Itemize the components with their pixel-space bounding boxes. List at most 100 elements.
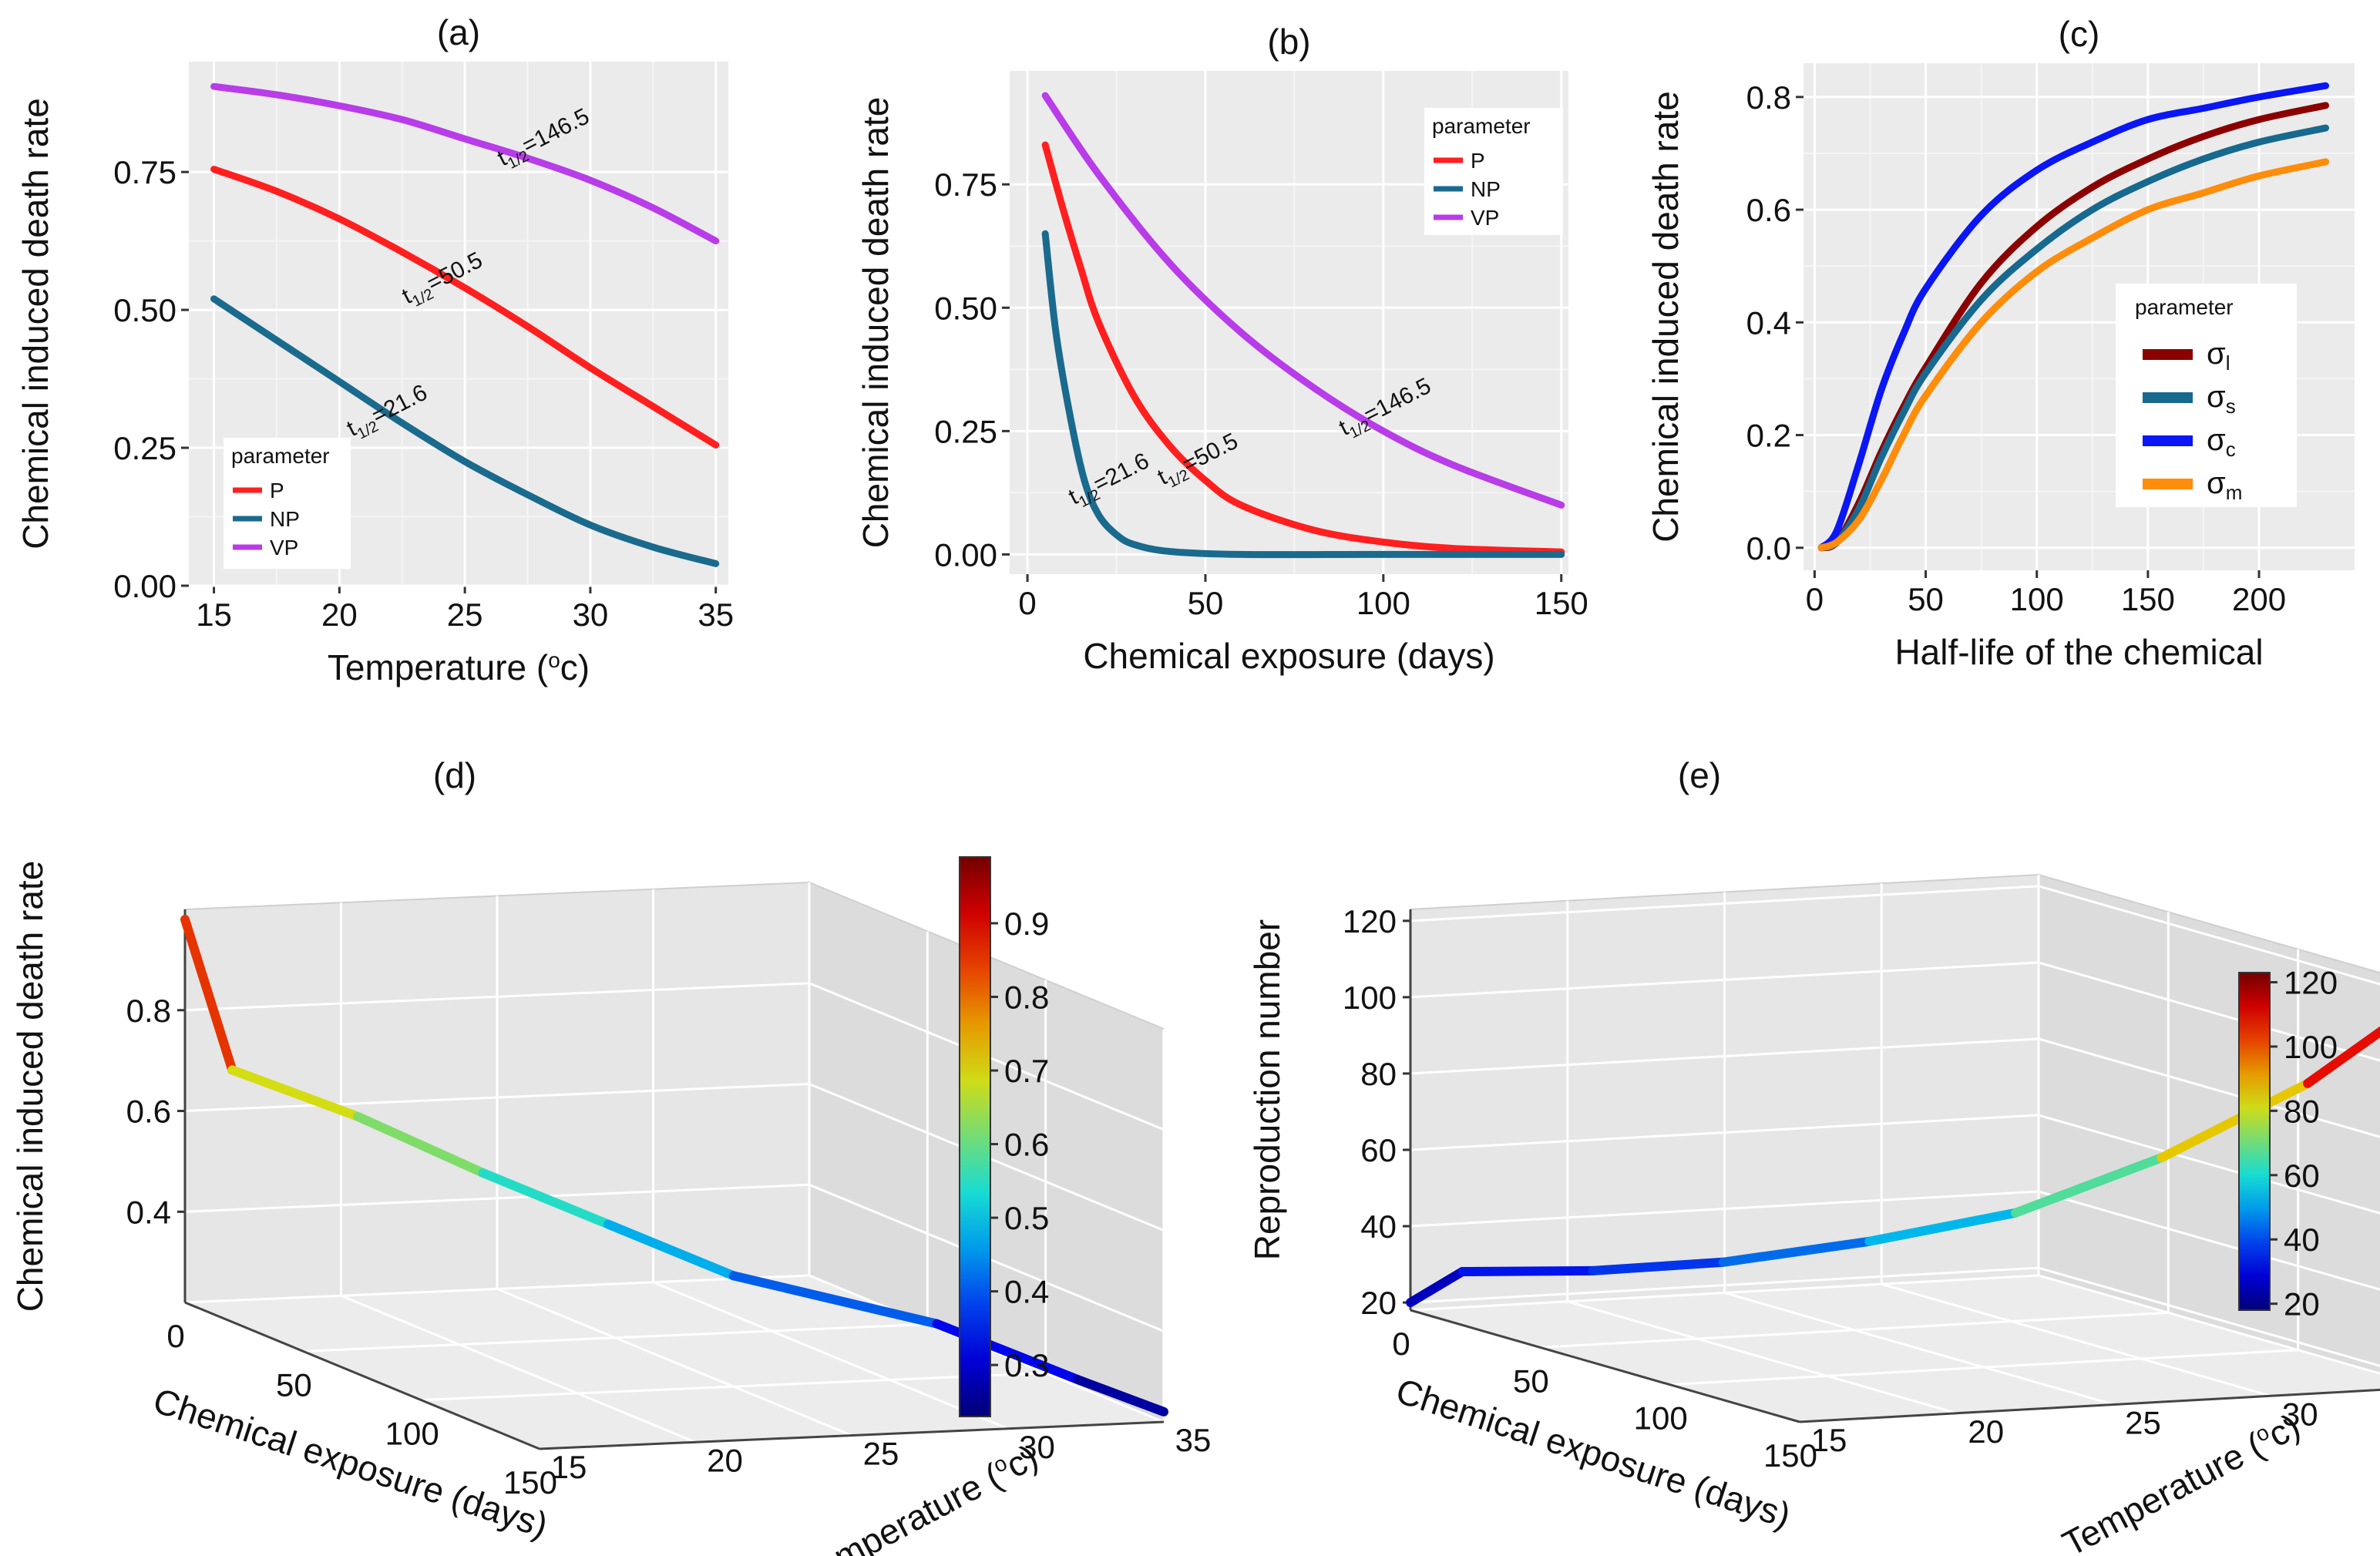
x-tick-label: 0 bbox=[166, 1318, 184, 1354]
y-tick-label: 0.00 bbox=[934, 536, 997, 573]
panel-a: 15 20 25 30 350.000.250.500.75 t1/2=146.5t1/2… bbox=[15, 12, 734, 687]
series-line-sigma_s bbox=[1817, 124, 2330, 552]
data-segment bbox=[1073, 1375, 1168, 1417]
x-tick-label: 100 bbox=[1356, 585, 1410, 621]
x-tick-label: 0 bbox=[1018, 585, 1036, 621]
gridline bbox=[1410, 961, 2039, 999]
z-axis-label: Reproduction number bbox=[1247, 919, 1287, 1260]
x-tick-label: 50 bbox=[1908, 581, 1944, 617]
legend: parameter P NP VP bbox=[1424, 108, 1563, 235]
data-segment bbox=[603, 1219, 738, 1281]
y-axis-label: Chemical induced death rate bbox=[15, 98, 55, 549]
legend-label-sigma_l: σl bbox=[2207, 337, 2230, 375]
colorbar-tick-label: 20 bbox=[2284, 1286, 2320, 1322]
x-axis-label: Temperature (oc) bbox=[328, 647, 590, 687]
gridline bbox=[2038, 1266, 2380, 1367]
data-segment bbox=[1406, 1267, 1467, 1308]
gridline bbox=[1567, 1300, 1958, 1415]
gridline bbox=[1410, 885, 2039, 923]
colorbar-tick-label: 40 bbox=[2284, 1222, 2320, 1258]
panel-title: (c) bbox=[2059, 14, 2100, 54]
colorbar bbox=[2238, 972, 2271, 1311]
legend-label-VP: VP bbox=[1471, 206, 1499, 230]
y-tick-label: 0.50 bbox=[934, 290, 997, 326]
legend-title: parameter bbox=[231, 444, 330, 468]
series-line-VP bbox=[1041, 92, 1565, 509]
z-tick-label: 120 bbox=[1343, 903, 1397, 939]
axis-edge bbox=[539, 1420, 1165, 1450]
gridline bbox=[1881, 1282, 2271, 1397]
legend: parameter σl σs σc σm bbox=[2116, 284, 2297, 507]
y-tick-label: 15 bbox=[551, 1449, 587, 1485]
data-segment bbox=[2303, 1026, 2380, 1088]
gridline bbox=[184, 1083, 810, 1113]
y-tick-label: 0.4 bbox=[1746, 304, 1791, 341]
x-tick-label: 150 bbox=[1763, 1437, 1817, 1474]
z-tick-label: 40 bbox=[1360, 1208, 1397, 1245]
x-tick-label: 150 bbox=[503, 1464, 557, 1501]
x-tick-label: 100 bbox=[2010, 581, 2064, 617]
x-tick-label: 200 bbox=[2232, 581, 2286, 617]
gridline bbox=[2038, 961, 2380, 1062]
panel-c: 0 50 100 150 200 0.0 0.2 0.4 0.6 0.8 (c) Half-life … bbox=[1645, 14, 2355, 672]
gridline bbox=[1410, 1037, 2039, 1075]
z-tick-label: 0.8 bbox=[126, 993, 171, 1029]
legend-label-VP: VP bbox=[270, 536, 298, 560]
y-tick-label: 25 bbox=[2125, 1405, 2161, 1441]
gridline bbox=[1410, 1190, 2039, 1228]
series-line-NP bbox=[210, 295, 720, 567]
panel-e: 050100150152025303520406080100120Chemica… bbox=[1247, 755, 2380, 1556]
data-segment bbox=[1718, 1236, 1874, 1267]
data-segment bbox=[728, 1271, 942, 1329]
gridline bbox=[184, 982, 810, 1012]
gridline bbox=[2038, 1274, 2380, 1375]
legend-label-NP: NP bbox=[1471, 177, 1501, 201]
x-tick-label: 100 bbox=[385, 1416, 439, 1452]
colorbar-tick-label: 0.6 bbox=[1004, 1127, 1049, 1163]
z-tick-label: 60 bbox=[1360, 1132, 1397, 1168]
x-tick-label: 35 bbox=[698, 597, 734, 633]
colorbar-tick-label: 100 bbox=[2284, 1029, 2338, 1065]
x-tick-label: 100 bbox=[1634, 1400, 1688, 1437]
axis-edge bbox=[1410, 1309, 1800, 1423]
x-tick-label: 150 bbox=[2121, 581, 2175, 617]
legend-label-NP: NP bbox=[270, 507, 300, 531]
y-axis-label: Chemical induced death rate bbox=[1645, 91, 1686, 543]
y-tick-label: 0.75 bbox=[934, 166, 997, 203]
colorbar-tick-label: 0.3 bbox=[1004, 1347, 1049, 1383]
z-tick-label: 0.6 bbox=[126, 1094, 171, 1130]
y-tick-label: 0.0 bbox=[1746, 530, 1791, 566]
x-tick-label: 0 bbox=[1392, 1326, 1410, 1362]
gridline bbox=[184, 1183, 810, 1213]
z-axis-label: Chemical induced death rate bbox=[10, 861, 50, 1312]
axis-edge bbox=[1799, 1388, 2380, 1423]
y-tick-label: 30 bbox=[1019, 1429, 1055, 1465]
gridline bbox=[1410, 1266, 2039, 1304]
y-tick-label: 15 bbox=[1811, 1422, 1847, 1458]
legend: parameter P NP VP bbox=[224, 438, 351, 569]
gridline bbox=[496, 1288, 852, 1437]
data-segment bbox=[180, 915, 237, 1075]
y-tick-label: 30 bbox=[2282, 1396, 2318, 1432]
y-tick-label: 0.25 bbox=[113, 430, 176, 466]
legend-box bbox=[1424, 108, 1563, 235]
axis-edge bbox=[184, 1301, 540, 1450]
legend-label-sigma_s: σs bbox=[2207, 380, 2236, 418]
data-segment bbox=[2010, 1153, 2167, 1218]
data-segment bbox=[1457, 1265, 1598, 1276]
x-tick-label: 15 bbox=[196, 597, 232, 633]
legend-label-P: P bbox=[270, 479, 284, 502]
colorbar-tick-label: 0.8 bbox=[1004, 980, 1049, 1016]
data-segment bbox=[352, 1111, 488, 1178]
panel-title: (e) bbox=[1678, 755, 1721, 795]
series-line-sigma_c bbox=[1817, 82, 2330, 552]
colorbar-tick-label: 0.7 bbox=[1004, 1053, 1049, 1089]
series-line-P bbox=[1041, 141, 1565, 556]
y-tick-label: 0.25 bbox=[934, 413, 997, 449]
colorbar-tick-label: 0.9 bbox=[1004, 906, 1049, 942]
data-segment bbox=[227, 1065, 362, 1121]
gridline bbox=[2038, 1190, 2380, 1291]
legend-label-sigma_c: σc bbox=[2207, 423, 2236, 461]
